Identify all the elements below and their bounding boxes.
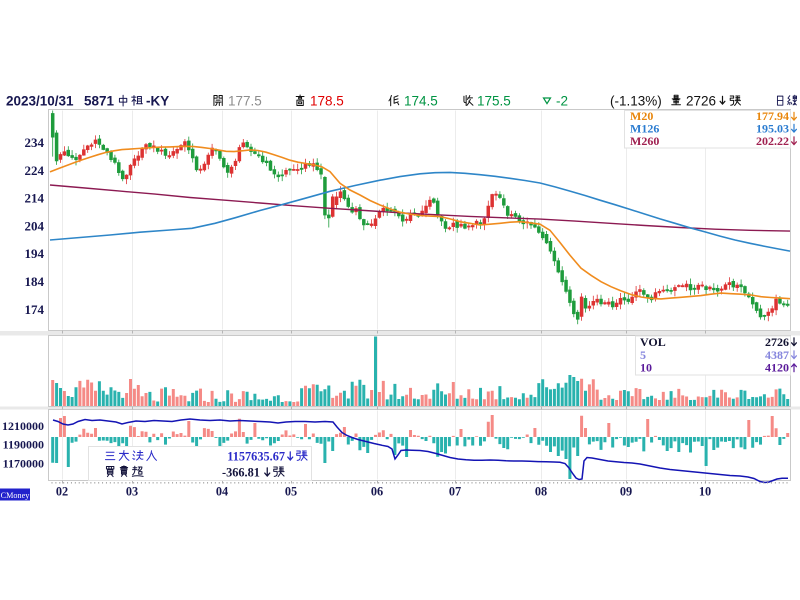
svg-text:204: 204 xyxy=(25,218,45,233)
svg-text:07: 07 xyxy=(449,485,461,499)
svg-text:06: 06 xyxy=(371,485,383,499)
svg-text:175.5: 175.5 xyxy=(477,94,511,109)
svg-text:2726: 2726 xyxy=(765,335,789,349)
svg-text:CMoney: CMoney xyxy=(1,491,31,500)
svg-text:195.03: 195.03 xyxy=(756,122,789,136)
svg-text:214: 214 xyxy=(25,191,45,206)
svg-text:09: 09 xyxy=(620,485,632,499)
svg-text:1157635.67: 1157635.67 xyxy=(227,450,285,464)
svg-text:M20: M20 xyxy=(630,109,653,123)
svg-text:M126: M126 xyxy=(630,122,659,136)
svg-text:224: 224 xyxy=(25,163,45,178)
svg-text:-2: -2 xyxy=(556,94,568,109)
svg-text:10: 10 xyxy=(640,361,652,375)
svg-text:174.5: 174.5 xyxy=(404,94,438,109)
svg-text:2023/10/31: 2023/10/31 xyxy=(6,94,74,109)
svg-text:-366.81: -366.81 xyxy=(222,466,260,480)
svg-text:05: 05 xyxy=(285,485,297,499)
svg-text:202.22: 202.22 xyxy=(756,134,789,148)
svg-text:03: 03 xyxy=(126,485,138,499)
svg-text:04: 04 xyxy=(216,485,228,499)
svg-text:2726: 2726 xyxy=(686,94,716,109)
svg-text:174: 174 xyxy=(25,302,45,317)
svg-text:-KY: -KY xyxy=(146,94,169,109)
svg-text:4387: 4387 xyxy=(765,348,789,362)
svg-text:5871: 5871 xyxy=(84,94,115,109)
svg-text:177.5: 177.5 xyxy=(228,94,262,109)
svg-text:178.5: 178.5 xyxy=(310,94,344,109)
svg-text:1170000: 1170000 xyxy=(3,456,44,470)
svg-text:234: 234 xyxy=(25,135,45,150)
svg-text:194: 194 xyxy=(25,246,45,261)
svg-text:02: 02 xyxy=(56,485,68,499)
svg-text:177.94: 177.94 xyxy=(756,109,789,123)
svg-text:10: 10 xyxy=(699,485,711,499)
svg-text:4120: 4120 xyxy=(765,361,789,375)
svg-text:VOL: VOL xyxy=(640,335,666,349)
svg-text:(-1.13%): (-1.13%) xyxy=(610,94,662,109)
svg-text:M260: M260 xyxy=(630,134,659,148)
svg-text:184: 184 xyxy=(25,274,45,289)
svg-text:1210000: 1210000 xyxy=(2,419,44,433)
svg-text:08: 08 xyxy=(535,485,547,499)
svg-text:1190000: 1190000 xyxy=(3,438,44,452)
svg-text:5: 5 xyxy=(640,348,646,362)
